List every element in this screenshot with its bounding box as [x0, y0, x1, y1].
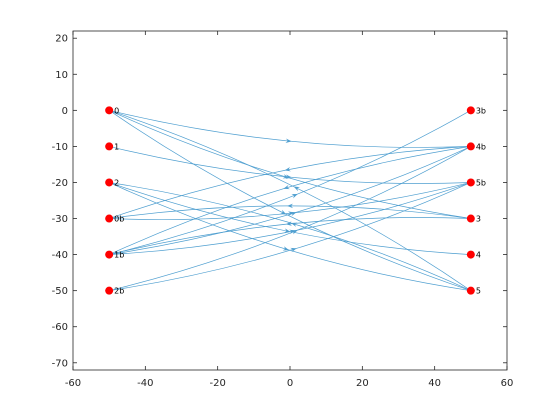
node-0 — [105, 106, 114, 115]
node-label-4b: 4b — [476, 142, 486, 151]
edge-arrow-2b-4b — [291, 230, 298, 235]
node-label-4: 4 — [476, 251, 481, 260]
y-tick-label: -70 — [52, 358, 68, 369]
y-tick-label: 20 — [55, 34, 68, 45]
node-label-1: 1 — [114, 142, 119, 151]
node-5 — [466, 286, 475, 295]
y-tick-label: -30 — [52, 214, 68, 225]
plot-area — [73, 31, 507, 370]
x-tick-label: 40 — [428, 378, 441, 389]
edge-arrow-1b-4b — [290, 211, 297, 217]
node-2b — [105, 286, 114, 295]
y-tick-label: 10 — [55, 70, 68, 81]
edge-arrow-2-5 — [282, 246, 290, 251]
node-layer — [105, 106, 475, 295]
node-label-5b: 5b — [476, 178, 486, 187]
edge-arrow-0-5 — [280, 209, 287, 215]
edge-arrow-2b-5b — [290, 247, 297, 253]
node-4 — [466, 250, 475, 259]
node-label-5: 5 — [476, 287, 481, 296]
node-label-1b: 1b — [114, 251, 124, 260]
node-label-2b: 2b — [114, 287, 124, 296]
x-axis: -60 -40 -20 0 20 40 60 — [65, 31, 514, 389]
node-1 — [105, 142, 114, 151]
x-tick-label: 20 — [356, 378, 369, 389]
x-tick-label: 60 — [501, 378, 514, 389]
y-tick-label: -60 — [52, 322, 68, 333]
edge-arrow-5-0 — [293, 186, 300, 192]
edge-arrow-3-0b — [287, 203, 293, 209]
node-3b — [466, 106, 475, 115]
edge-layer — [108, 109, 472, 292]
node-label-0: 0 — [114, 106, 119, 115]
node-0b — [105, 214, 114, 223]
node-label-3b: 3b — [476, 106, 486, 115]
node-2 — [105, 178, 114, 187]
edge-arrow-1-5b — [285, 174, 292, 180]
y-tick-label: -20 — [52, 178, 68, 189]
edge-arrow-4b-0b — [284, 167, 291, 172]
node-5b — [466, 178, 475, 187]
y-tick-label: -10 — [52, 142, 68, 153]
edge-arrow-1b-3b — [291, 194, 298, 199]
node-label-2: 2 — [114, 178, 119, 187]
edge-arrow-0-4b — [285, 138, 292, 143]
node-label-3: 3 — [476, 215, 481, 224]
y-tick-label: 0 — [62, 106, 68, 117]
y-tick-label: -40 — [52, 250, 68, 261]
node-4b — [466, 142, 475, 151]
node-label-0b: 0b — [114, 215, 124, 224]
x-tick-label: -60 — [65, 378, 81, 389]
node-3 — [466, 214, 475, 223]
edge-arrow-4b-1b — [283, 184, 290, 190]
x-tick-label: -40 — [137, 378, 153, 389]
x-tick-label: -20 — [209, 378, 225, 389]
y-tick-label: -50 — [52, 286, 68, 297]
edge-arrow-3-1b — [285, 221, 292, 226]
node-label-layer: 0 1 2 0b 1b 2b 3b 4b 5b 3 4 5 — [114, 106, 486, 295]
x-tick-label: 0 — [287, 378, 293, 389]
edge-arrow-5-2 — [290, 222, 298, 227]
node-1b — [105, 250, 114, 259]
